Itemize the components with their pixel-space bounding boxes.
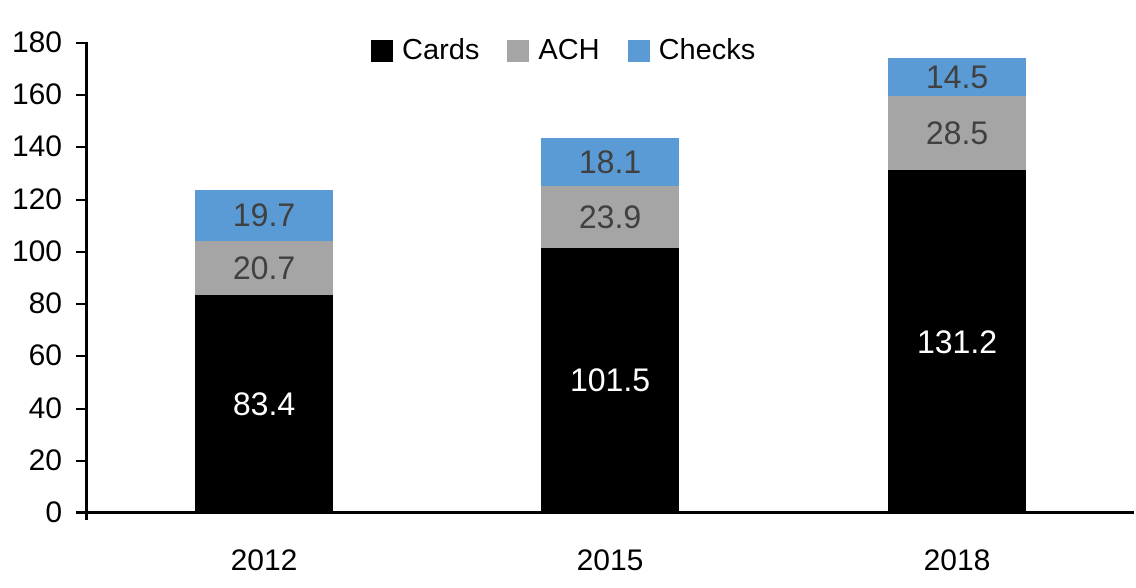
bar-value-label: 19.7 [232,197,296,234]
y-tick [76,459,86,462]
bar-value-label: 14.5 [925,59,989,96]
legend-swatch-checks-icon [627,39,650,62]
legend-item-checks: Checks [627,34,756,66]
y-tick [76,94,86,97]
bar-segment-checks-2015: 18.1 [541,138,679,186]
y-tick-label: 40 [28,391,62,425]
bar-value-label: 20.7 [232,250,296,287]
bar-value-label: 18.1 [578,143,642,180]
y-tick [76,146,86,149]
legend-swatch-cards-icon [371,39,393,62]
y-tick [76,512,86,514]
x-axis-label-2015: 2015 [576,544,644,577]
y-tick [76,250,86,253]
y-tick [76,42,86,44]
legend-item-cards: Cards [371,36,479,65]
x-axis-label-2018: 2018 [923,544,991,577]
bar-segment-checks-2012: 19.7 [195,189,333,242]
y-axis-line [85,42,88,520]
bar-value-label: 28.5 [925,115,989,152]
bar-segment-ach-2012: 20.7 [195,241,333,296]
y-tick-label: 60 [28,339,62,373]
bar-segment-checks-2018: 14.5 [888,58,1026,96]
bar-value-label: 83.4 [232,386,296,423]
chart-legend: Cards ACH Checks [371,36,755,65]
bar-segment-cards-2012: 83.4 [195,295,333,513]
y-tick [76,198,86,201]
y-tick-label: 120 [11,182,62,216]
y-tick-label: 100 [11,234,62,268]
y-tick [76,355,86,358]
bar-segment-cards-2015: 101.5 [541,247,679,513]
bar-value-label: 101.5 [569,362,651,399]
y-tick [76,407,86,410]
y-tick-label: 180 [11,26,62,59]
bar-segment-cards-2018: 131.2 [888,170,1026,513]
bar-value-label: 23.9 [578,198,642,235]
legend-item-ach: ACH [507,34,600,66]
legend-label-cards: Cards [402,34,480,66]
bar-segment-ach-2018: 28.5 [888,96,1026,171]
x-axis-label-2012: 2012 [230,544,298,577]
legend-swatch-ach-icon [507,39,530,62]
legend-label-ach: ACH [538,34,600,66]
y-tick-label: 80 [28,287,62,321]
y-tick-label: 20 [28,443,62,477]
bar-segment-ach-2015: 23.9 [541,185,679,248]
y-tick-label: 160 [11,78,62,112]
y-tick [76,303,86,306]
bar-value-label: 131.2 [916,323,998,360]
y-tick-label: 0 [45,496,62,529]
legend-label-checks: Checks [658,34,756,66]
y-tick-label: 140 [11,130,62,164]
